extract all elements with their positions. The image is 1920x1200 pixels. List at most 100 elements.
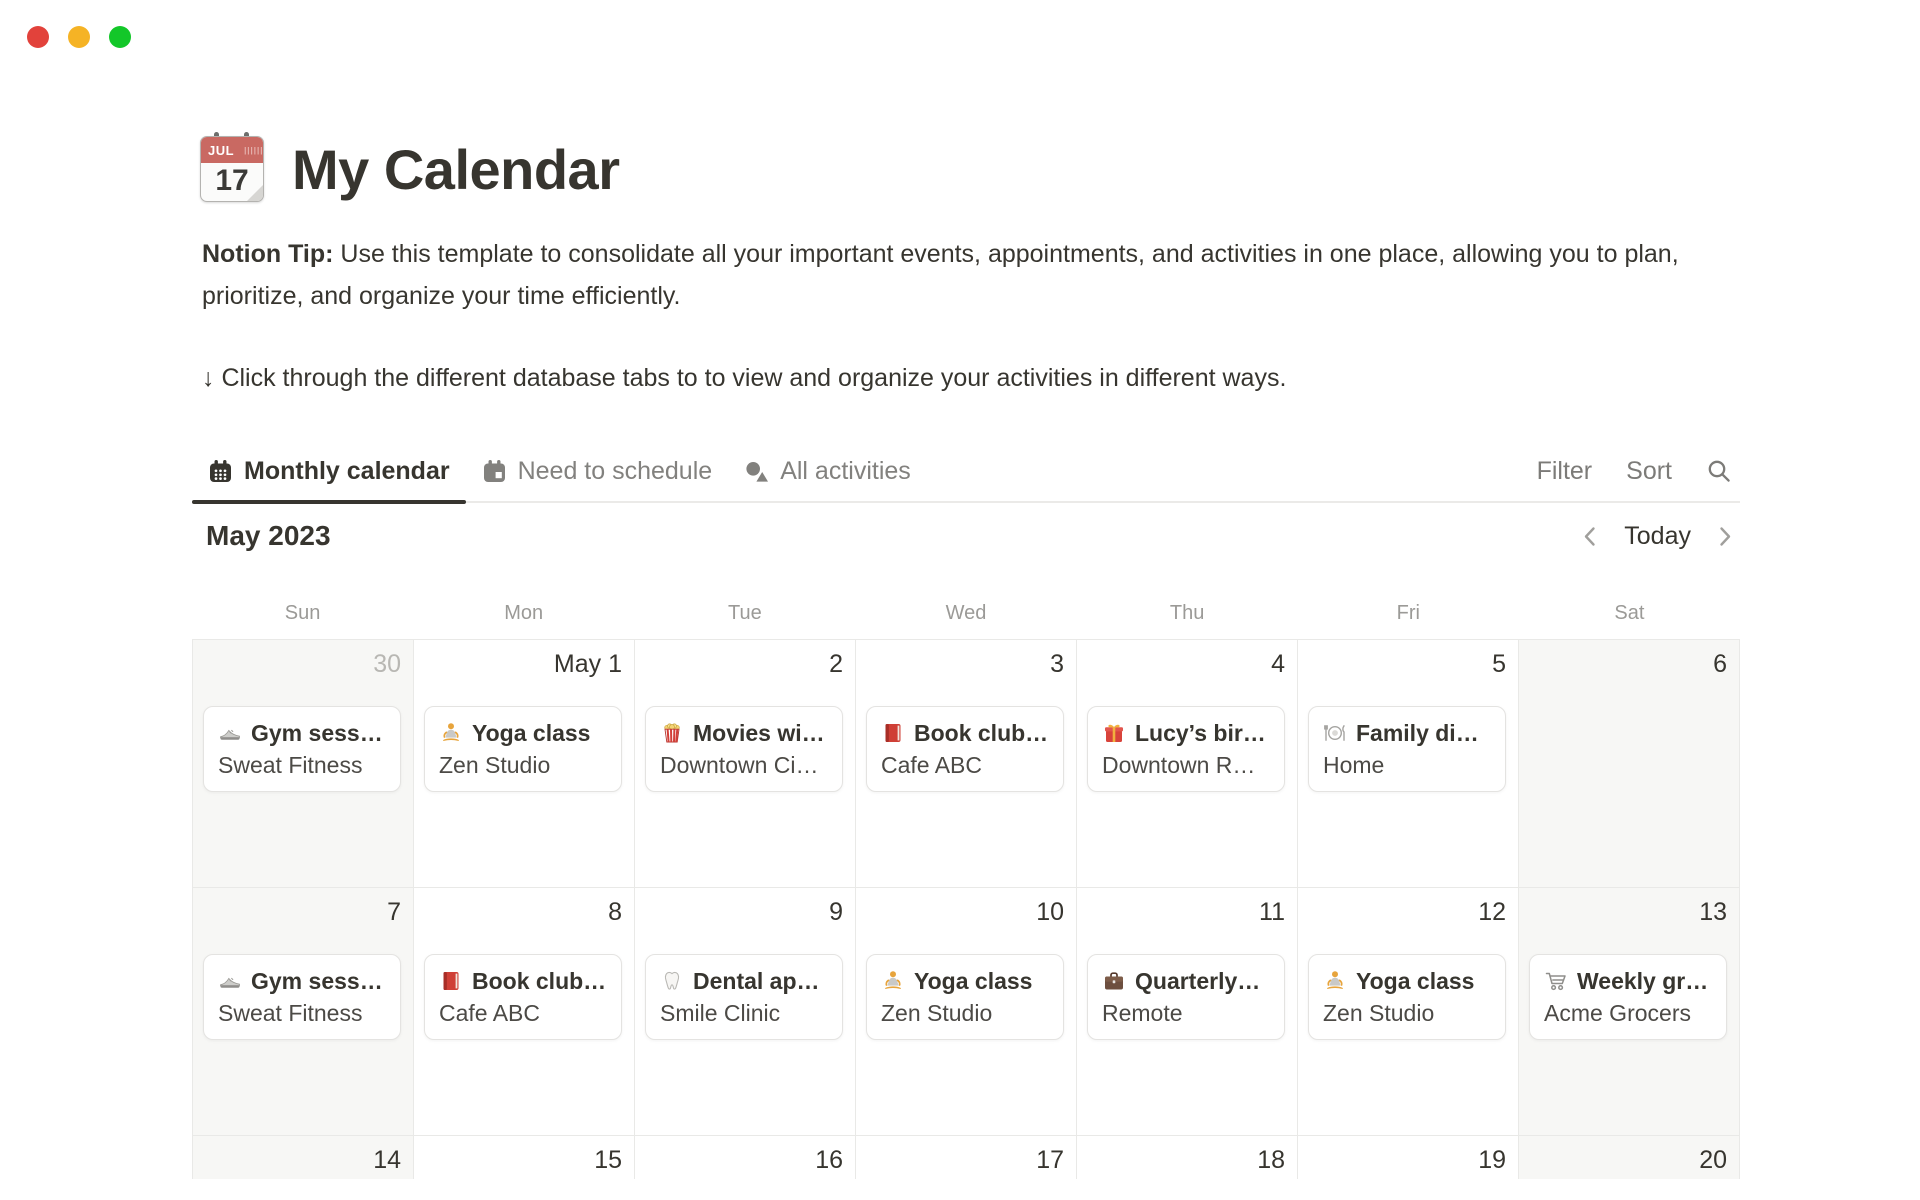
calendar-cell[interactable]: 17: [856, 1136, 1077, 1179]
event-card[interactable]: Weekly gr… Acme Grocers: [1529, 954, 1727, 1040]
event-card[interactable]: Book club… Cafe ABC: [424, 954, 622, 1040]
calendar-cell[interactable]: 18: [1077, 1136, 1298, 1179]
calendar-cell[interactable]: 10 Yoga class Zen Studio: [856, 888, 1077, 1136]
calendar-emoji-month: JUL: [208, 142, 235, 158]
calendar-cell[interactable]: 2 Movies wi… Downtown Ci…: [635, 640, 856, 888]
dow-label: Wed: [945, 601, 987, 624]
event-card[interactable]: Family di… Home: [1308, 706, 1506, 792]
running-shoe-icon: [218, 969, 242, 993]
zoom-button[interactable]: [109, 26, 131, 48]
close-button[interactable]: [27, 26, 49, 48]
cell-date: 18: [1257, 1146, 1285, 1174]
calendar-grid: 30 Gym sess… Sweat Fitness May 1 Yoga cl…: [192, 639, 1740, 1179]
cell-date: 9: [829, 898, 843, 926]
calendar-cell[interactable]: 6: [1519, 640, 1740, 888]
event-card[interactable]: Yoga class Zen Studio: [1308, 954, 1506, 1040]
month-label: May 2023: [206, 520, 331, 551]
calendar-emoji-day: 17: [215, 164, 249, 197]
event-card[interactable]: Book club… Cafe ABC: [866, 706, 1064, 792]
calendar-emoji-icon: JUL||||||| 17: [200, 132, 264, 202]
event-location: Cafe ABC: [881, 752, 982, 778]
view-tabs: Monthly calendar Need to schedule All ac…: [192, 441, 927, 504]
chevron-right-icon[interactable]: [1719, 526, 1732, 547]
calendar-cell[interactable]: 12 Yoga class Zen Studio: [1298, 888, 1519, 1136]
calendar-cell[interactable]: 7 Gym sess… Sweat Fitness: [193, 888, 414, 1136]
event-location: Zen Studio: [1323, 1000, 1435, 1026]
event-title: Yoga class: [472, 720, 591, 746]
event-title: Yoga class: [1356, 968, 1475, 994]
calendar-cell[interactable]: 3 Book club… Cafe ABC: [856, 640, 1077, 888]
cell-date: 16: [815, 1146, 843, 1174]
tab-monthly-calendar[interactable]: Monthly calendar: [192, 441, 466, 504]
gift-icon: [1102, 721, 1126, 745]
book-icon: [881, 721, 905, 745]
tab-all-activities[interactable]: All activities: [728, 441, 927, 501]
chevron-left-icon[interactable]: [1583, 526, 1596, 547]
calendar-cell[interactable]: May 1 Yoga class Zen Studio: [414, 640, 635, 888]
filter-button[interactable]: Filter: [1536, 456, 1593, 485]
calendar-cell[interactable]: 15: [414, 1136, 635, 1179]
event-title: Weekly gr…: [1577, 968, 1709, 994]
briefcase-icon: [1102, 969, 1126, 993]
event-card[interactable]: Lucy’s bir… Downtown R…: [1087, 706, 1285, 792]
calendar-cell[interactable]: 11 Quarterly… Remote: [1077, 888, 1298, 1136]
yoga-icon: [439, 721, 463, 745]
minimize-button[interactable]: [68, 26, 90, 48]
cell-date: 3: [1050, 650, 1064, 678]
dinner-icon: [1323, 721, 1347, 745]
calendar-cell[interactable]: 4 Lucy’s bir… Downtown R…: [1077, 640, 1298, 888]
event-location: Sweat Fitness: [218, 752, 363, 778]
cell-date: 4: [1271, 650, 1285, 678]
event-card[interactable]: Movies wi… Downtown Ci…: [645, 706, 843, 792]
cart-icon: [1544, 969, 1568, 993]
dow-label: Sun: [284, 601, 321, 624]
dow-label: Tue: [727, 601, 762, 624]
title-row: JUL||||||| 17 My Calendar: [200, 132, 1740, 205]
event-title: Gym sess…: [251, 968, 383, 994]
notion-tip-label: Notion Tip:: [202, 240, 334, 268]
running-shoe-icon: [218, 721, 242, 745]
cell-date: 10: [1036, 898, 1064, 926]
dow-label: Fri: [1396, 601, 1420, 624]
calendar-cell[interactable]: 8 Book club… Cafe ABC: [414, 888, 635, 1136]
event-title: Family di…: [1356, 720, 1479, 746]
calendar-cell[interactable]: 5 Family di… Home: [1298, 640, 1519, 888]
view-tab-bar: Monthly calendar Need to schedule All ac…: [192, 441, 1740, 504]
event-title: Book club…: [914, 720, 1049, 746]
cell-date: 17: [1036, 1146, 1064, 1174]
yoga-icon: [1323, 969, 1347, 993]
event-card[interactable]: Dental ap… Smile Clinic: [645, 954, 843, 1040]
today-button[interactable]: Today: [1624, 521, 1691, 550]
calendar-cell[interactable]: 30 Gym sess… Sweat Fitness: [193, 640, 414, 888]
cell-date: 13: [1699, 898, 1727, 926]
search-icon[interactable]: [1706, 458, 1732, 484]
calendar-grid-wrap: 30 Gym sess… Sweat Fitness May 1 Yoga cl…: [192, 639, 1740, 1179]
event-card[interactable]: Gym sess… Sweat Fitness: [203, 706, 401, 792]
tabs-hint: ↓ Click through the different database t…: [202, 364, 1287, 392]
sort-button[interactable]: Sort: [1626, 456, 1672, 485]
event-title: Lucy’s bir…: [1135, 720, 1266, 746]
day-of-week-header: Sun Mon Tue Wed Thu Fri Sat: [192, 595, 1740, 631]
event-card[interactable]: Quarterly… Remote: [1087, 954, 1285, 1040]
calendar-cell[interactable]: 20: [1519, 1136, 1740, 1179]
calendar-cell[interactable]: 14: [193, 1136, 414, 1179]
event-card[interactable]: Yoga class Zen Studio: [424, 706, 622, 792]
calendar-cell[interactable]: 16: [635, 1136, 856, 1179]
calendar-cell[interactable]: 19: [1298, 1136, 1519, 1179]
calendar-cell[interactable]: 13 Weekly gr… Acme Grocers: [1519, 888, 1740, 1136]
calendar-need-icon: [482, 459, 507, 484]
event-location: Downtown Ci…: [660, 752, 819, 778]
event-card[interactable]: Gym sess… Sweat Fitness: [203, 954, 401, 1040]
event-card[interactable]: Yoga class Zen Studio: [866, 954, 1064, 1040]
calendar-nav: Today: [1583, 522, 1740, 551]
event-title: Quarterly…: [1135, 968, 1261, 994]
cell-date: 14: [373, 1146, 401, 1174]
cell-date: May 1: [553, 650, 622, 678]
cell-date: 2: [829, 650, 843, 678]
tab-need-to-schedule[interactable]: Need to schedule: [466, 441, 729, 501]
calendar-cell[interactable]: 9 Dental ap… Smile Clinic: [635, 888, 856, 1136]
event-location: Zen Studio: [439, 752, 551, 778]
event-location: Smile Clinic: [660, 1000, 781, 1026]
popcorn-icon: [660, 721, 684, 745]
